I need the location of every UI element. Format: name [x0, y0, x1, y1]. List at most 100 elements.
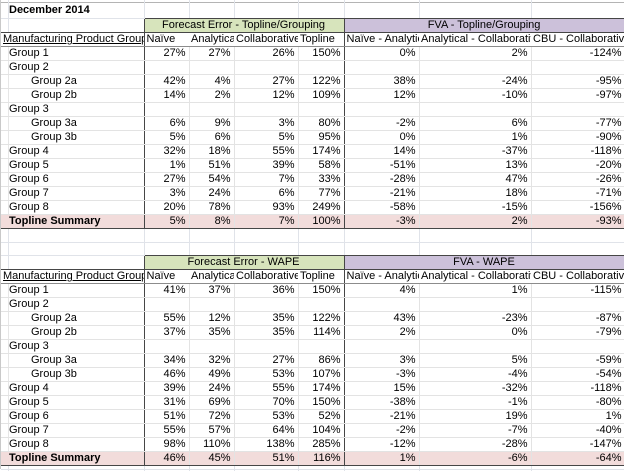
cell-collaborative[interactable]: 27%	[233, 74, 298, 89]
cell-analytical-collaborative[interactable]: 19%	[418, 409, 531, 424]
cell-collaborative[interactable]	[233, 60, 298, 75]
cell-collaborative[interactable]: 6%	[233, 186, 298, 201]
cell-naive-analytical[interactable]: -58%	[343, 200, 420, 215]
cell-analytical[interactable]: 69%	[188, 395, 234, 410]
cell-analytical-collaborative[interactable]: -23%	[418, 311, 531, 326]
cell-topline[interactable]: 249%	[297, 200, 345, 215]
cell-topline[interactable]: 58%	[297, 158, 345, 173]
cell-naive-analytical[interactable]	[343, 60, 420, 75]
row-label-cell[interactable]: Group 6	[1, 172, 144, 187]
cell-collaborative[interactable]: 53%	[233, 367, 298, 382]
cell-naive-analytical[interactable]: -12%	[343, 437, 419, 452]
cell-cbu-collaborative[interactable]: -87%	[530, 311, 624, 326]
cell-cbu-collaborative[interactable]	[530, 102, 624, 117]
cell-cbu-collaborative[interactable]: -95%	[530, 74, 624, 89]
cell-topline[interactable]: 109%	[297, 88, 345, 103]
cell-analytical[interactable]: 18%	[188, 144, 234, 159]
cell-analytical-collaborative[interactable]: 13%	[418, 158, 532, 173]
cell-cbu-collaborative[interactable]: -97%	[530, 88, 624, 103]
cell-analytical[interactable]: 57%	[188, 423, 234, 438]
cell-naive[interactable]: 34%	[143, 353, 189, 368]
cell-naive[interactable]: 42%	[143, 74, 189, 89]
cell-analytical-collaborative[interactable]: -28%	[418, 437, 531, 452]
row-label-cell[interactable]: Group 3a	[1, 353, 144, 368]
cell-collaborative[interactable]: 26%	[233, 46, 298, 61]
column-header-collaborative[interactable]: Collaborative	[234, 32, 298, 47]
cell-analytical-collaborative[interactable]	[418, 297, 531, 312]
row-label-cell[interactable]: Group 3	[1, 339, 144, 354]
cell-naive-analytical[interactable]	[343, 297, 419, 312]
cell-collaborative[interactable]: 64%	[233, 423, 298, 438]
column-header-topline[interactable]: Topline	[298, 32, 345, 47]
cell-analytical-collaborative[interactable]: 5%	[418, 353, 531, 368]
cell-analytical-collaborative[interactable]: 18%	[418, 186, 532, 201]
cell-analytical[interactable]: 8%	[188, 214, 234, 229]
cell-cbu-collaborative[interactable]: -64%	[530, 451, 624, 466]
cell-analytical[interactable]: 72%	[188, 409, 234, 424]
cell-topline[interactable]: 107%	[297, 367, 344, 382]
cell-collaborative[interactable]	[233, 339, 298, 354]
cell-naive-analytical[interactable]: 3%	[343, 353, 419, 368]
cell-topline[interactable]: 174%	[297, 144, 345, 159]
column-header-naive-analytical[interactable]: Naïve - Analytical	[343, 269, 419, 284]
cell-analytical[interactable]	[188, 297, 234, 312]
cell-analytical[interactable]: 4%	[188, 74, 234, 89]
cell-cbu-collaborative[interactable]	[530, 60, 624, 75]
cell-analytical-collaborative[interactable]: 1%	[418, 130, 532, 145]
row-label-cell[interactable]: Group 3b	[1, 130, 144, 145]
row-label-cell[interactable]: Group 6	[1, 409, 144, 424]
cell-analytical-collaborative[interactable]: 1%	[418, 283, 531, 298]
cell-naive[interactable]: 32%	[143, 144, 189, 159]
cell-cbu-collaborative[interactable]: -147%	[530, 437, 624, 452]
column-header-analytical-collaborative[interactable]: Analytical - Collaborative	[419, 32, 532, 47]
cell-topline[interactable]	[297, 60, 345, 75]
column-header-analytical[interactable]: Analytical	[189, 269, 234, 284]
cell-analytical-collaborative[interactable]: -24%	[418, 74, 532, 89]
cell-analytical[interactable]: 24%	[188, 381, 234, 396]
cell-cbu-collaborative[interactable]: -26%	[530, 172, 624, 187]
column-header-product-group[interactable]: Manufacturing Product Group	[1, 269, 144, 284]
cell-naive-analytical[interactable]: 12%	[343, 88, 420, 103]
cell-analytical-collaborative[interactable]: -10%	[418, 88, 532, 103]
cell-collaborative[interactable]: 7%	[233, 214, 298, 229]
cell-topline[interactable]: 114%	[297, 325, 344, 340]
row-label-cell[interactable]: Group 2	[1, 60, 144, 75]
cell-analytical[interactable]: 54%	[188, 172, 234, 187]
cell-analytical-collaborative[interactable]: 2%	[418, 46, 532, 61]
cell-analytical-collaborative[interactable]: 0%	[418, 325, 531, 340]
cell-topline[interactable]: 52%	[297, 409, 344, 424]
row-label-cell[interactable]: Group 1	[1, 46, 144, 61]
cell-naive[interactable]: 5%	[143, 130, 189, 145]
cell-cbu-collaborative[interactable]: -93%	[530, 214, 624, 229]
column-header-analytical-collaborative[interactable]: Analytical - Collaborative	[419, 269, 531, 284]
cell-naive-analytical[interactable]: 2%	[343, 325, 419, 340]
cell-naive[interactable]: 98%	[143, 437, 189, 452]
cell-naive-analytical[interactable]	[343, 102, 420, 117]
cell-analytical[interactable]: 78%	[188, 200, 234, 215]
column-header-product-group[interactable]: Manufacturing Product Group	[1, 32, 144, 47]
column-header-topline[interactable]: Topline	[298, 269, 344, 284]
cell-cbu-collaborative[interactable]: -71%	[530, 186, 624, 201]
cell-naive[interactable]	[143, 102, 189, 117]
row-label-cell[interactable]: Group 2b	[1, 88, 144, 103]
cell-cbu-collaborative[interactable]: -59%	[530, 353, 624, 368]
cell-analytical-collaborative[interactable]	[418, 102, 532, 117]
cell-analytical[interactable]: 32%	[188, 353, 234, 368]
cell-naive-analytical[interactable]: 1%	[343, 451, 419, 466]
cell-topline[interactable]: 116%	[297, 451, 344, 466]
cell-naive[interactable]: 6%	[143, 116, 189, 131]
cell-naive[interactable]: 37%	[143, 325, 189, 340]
cell-collaborative[interactable]: 93%	[233, 200, 298, 215]
cell-collaborative[interactable]: 35%	[233, 325, 298, 340]
row-label-cell[interactable]: Group 3	[1, 102, 144, 117]
cell-analytical-collaborative[interactable]	[418, 60, 532, 75]
column-header-analytical[interactable]: Analytical	[189, 32, 234, 47]
cell-cbu-collaborative[interactable]: -79%	[530, 325, 624, 340]
cell-topline[interactable]: 95%	[297, 130, 345, 145]
cell-collaborative[interactable]: 12%	[233, 88, 298, 103]
cell-naive[interactable]: 46%	[143, 367, 189, 382]
cell-collaborative[interactable]: 7%	[233, 172, 298, 187]
cell-naive-analytical[interactable]	[343, 339, 419, 354]
cell-cbu-collaborative[interactable]	[530, 297, 624, 312]
row-label-cell[interactable]: Group 3b	[1, 367, 144, 382]
